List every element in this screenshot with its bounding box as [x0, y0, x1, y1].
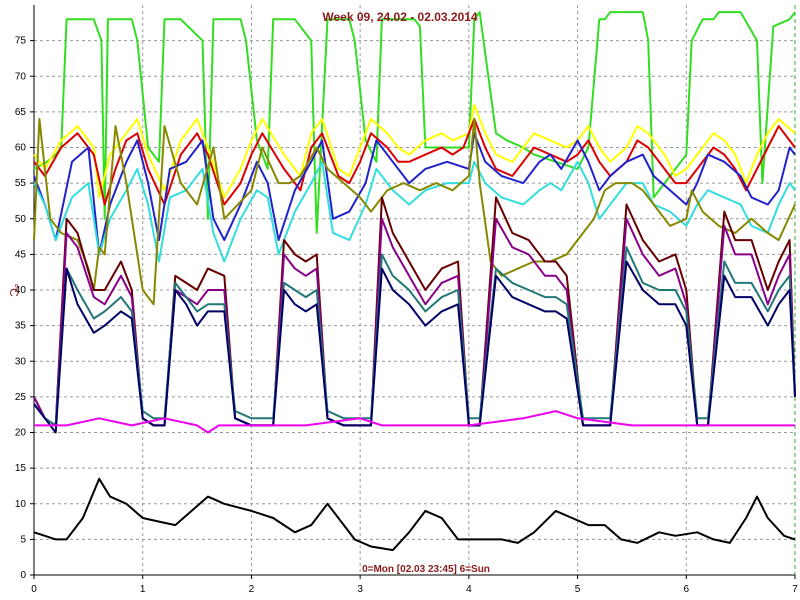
y-tick-label: 40 — [15, 285, 27, 296]
chart-footer: 0=Mon [02.03 23:45] 6=Sun — [362, 564, 490, 575]
x-tick-label: 1 — [140, 584, 146, 595]
series-line-3 — [33, 118, 796, 206]
series-line-4 — [33, 132, 796, 256]
series-line-6 — [33, 118, 796, 306]
series-line-11 — [34, 410, 795, 434]
y-tick-label: 65 — [15, 107, 27, 118]
y-tick-label: 35 — [15, 321, 27, 332]
y-axis-label: °C — [7, 283, 21, 297]
y-tick-label: 25 — [15, 392, 27, 403]
x-tick-label: 6 — [684, 584, 690, 595]
y-tick-label: 5 — [20, 534, 26, 545]
y-tick-label: 55 — [15, 178, 27, 189]
x-tick-label: 0 — [31, 584, 37, 595]
x-tick-label: 3 — [357, 584, 363, 595]
y-tick-label: 30 — [15, 356, 27, 367]
y-tick-label: 75 — [15, 36, 27, 47]
series-line-10 — [33, 260, 796, 434]
series-lines — [33, 11, 796, 552]
y-tick-label: 10 — [15, 499, 27, 510]
y-tick-label: 0 — [20, 570, 26, 581]
series-line-9 — [33, 246, 796, 427]
y-tick-label: 45 — [15, 249, 27, 260]
x-tick-label: 2 — [249, 584, 255, 595]
chart-title: Week 09, 24.02 - 02.03.2014 — [322, 10, 478, 24]
chart-axes — [30, 5, 796, 579]
series-line-1 — [33, 11, 796, 234]
y-tick-label: 15 — [15, 463, 27, 474]
y-tick-label: 50 — [15, 214, 27, 225]
y-tick-label: 70 — [15, 71, 27, 82]
x-tick-label: 7 — [792, 584, 798, 595]
x-tick-label: 5 — [575, 584, 581, 595]
y-tick-label: 20 — [15, 428, 27, 439]
y-tick-label: 60 — [15, 143, 27, 154]
series-line-12 — [33, 477, 796, 552]
x-tick-label: 4 — [466, 584, 472, 595]
